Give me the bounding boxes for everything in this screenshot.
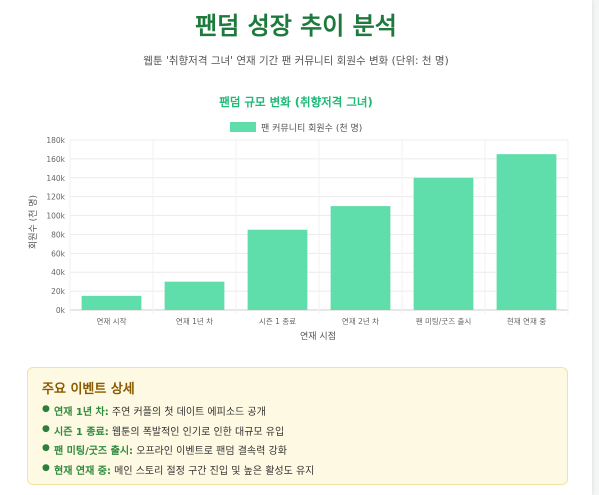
event-label: 시즌 1 종료: bbox=[54, 426, 109, 438]
grid-lines bbox=[69, 139, 569, 314]
y-tick-label: 20k bbox=[51, 287, 66, 296]
y-tick-label: 180k bbox=[46, 136, 65, 145]
x-tick-label: 현재 연재 중 bbox=[507, 317, 546, 326]
event-item: ● 시즌 1 종료: 웹툰의 폭발적인 인기로 인한 대규모 유입 bbox=[42, 423, 314, 443]
chart-legend[interactable]: 팬 커뮤니티 회원수 (천 명) bbox=[230, 122, 362, 134]
event-label: 현재 연재 중: bbox=[54, 465, 111, 477]
x-axis-label: 연재 시점 bbox=[300, 330, 336, 342]
event-text: 주연 커플의 첫 데이트 에피소드 공개 bbox=[108, 407, 266, 418]
y-tick-label: 80k bbox=[51, 230, 66, 239]
y-tick-label: 120k bbox=[46, 193, 65, 202]
x-ticks: 연재 시작 연재 1년 차 시즌 1 종료 연재 2년 차 팬 미팅/굿즈 출시 현재 연… bbox=[97, 316, 547, 326]
y-ticks: 0k 20k 40k 60k 80k 100k 120k 140k 160k 180k bbox=[46, 136, 65, 315]
events-panel: 주요 이벤트 상세 ● 연재 1년 차: 주연 커플의 첫 데이트 에피소드 공개… bbox=[27, 367, 568, 485]
y-tick-label: 100k bbox=[46, 212, 65, 221]
y-tick-label: 0k bbox=[56, 306, 66, 315]
x-tick-label: 시즌 1 종료 bbox=[259, 317, 296, 326]
bar[interactable] bbox=[164, 281, 225, 310]
bar[interactable] bbox=[496, 154, 557, 310]
event-item: ● 팬 미팅/굿즈 출시: 오프라인 이벤트로 팬덤 결속력 강화 bbox=[42, 442, 314, 462]
bar[interactable] bbox=[81, 295, 142, 310]
x-tick-label: 팬 미팅/굿즈 출시 bbox=[416, 316, 472, 326]
events-list: ● 연재 1년 차: 주연 커플의 첫 데이트 에피소드 공개 ● 시즌 1 종료:… bbox=[42, 403, 314, 481]
bar[interactable] bbox=[413, 177, 474, 310]
bullet-icon: ● bbox=[42, 404, 50, 414]
bar-chart: 팬덤 규모 변화 (취향저격 그녀) 팬 커뮤니티 회원수 (천 명) 0k 20… bbox=[28, 95, 569, 342]
event-text: 메인 스토리 절정 구간 진입 및 높은 활성도 유지 bbox=[110, 465, 315, 477]
event-text: 오프라인 이벤트로 팬덤 결속력 강화 bbox=[133, 446, 287, 457]
bars bbox=[81, 154, 557, 310]
chart-title: 팬덤 규모 변화 (취향저격 그녀) bbox=[219, 95, 373, 109]
events-title: 주요 이벤트 상세 bbox=[42, 382, 135, 397]
bar[interactable] bbox=[247, 229, 308, 310]
x-tick-label: 연재 시작 bbox=[97, 316, 127, 326]
legend-swatch bbox=[230, 122, 256, 132]
bullet-icon: ● bbox=[42, 462, 50, 473]
y-tick-label: 140k bbox=[46, 174, 65, 183]
event-text: 웹툰의 폭발적인 인기로 인한 대규모 유입 bbox=[108, 426, 285, 438]
event-item: ● 현재 연재 중: 메인 스토리 절정 구간 진입 및 높은 활성도 유지 bbox=[42, 462, 314, 482]
y-axis-label: 회원수 (천 명) bbox=[28, 195, 39, 249]
bar[interactable] bbox=[330, 206, 391, 310]
page-title: 팬덤 성장 추이 분석 bbox=[195, 12, 397, 40]
x-tick-label: 연재 2년 차 bbox=[342, 316, 379, 326]
y-tick-label: 160k bbox=[46, 155, 65, 164]
legend-label: 팬 커뮤니티 회원수 (천 명) bbox=[261, 123, 362, 134]
event-label: 연재 1년 차: bbox=[54, 407, 109, 418]
bullet-icon: ● bbox=[42, 423, 50, 434]
y-tick-label: 40k bbox=[51, 268, 66, 277]
event-item: ● 연재 1년 차: 주연 커플의 첫 데이트 에피소드 공개 bbox=[42, 403, 314, 423]
y-tick-label: 60k bbox=[51, 249, 66, 258]
page-subtitle: 웹툰 '취향저격 그녀' 연재 기간 팬 커뮤니티 회원수 변화 (단위: 천 … bbox=[143, 55, 449, 67]
event-label: 팬 미팅/굿즈 출시: bbox=[54, 446, 134, 457]
bullet-icon: ● bbox=[42, 443, 50, 453]
x-tick-label: 연재 1년 차 bbox=[176, 316, 213, 326]
